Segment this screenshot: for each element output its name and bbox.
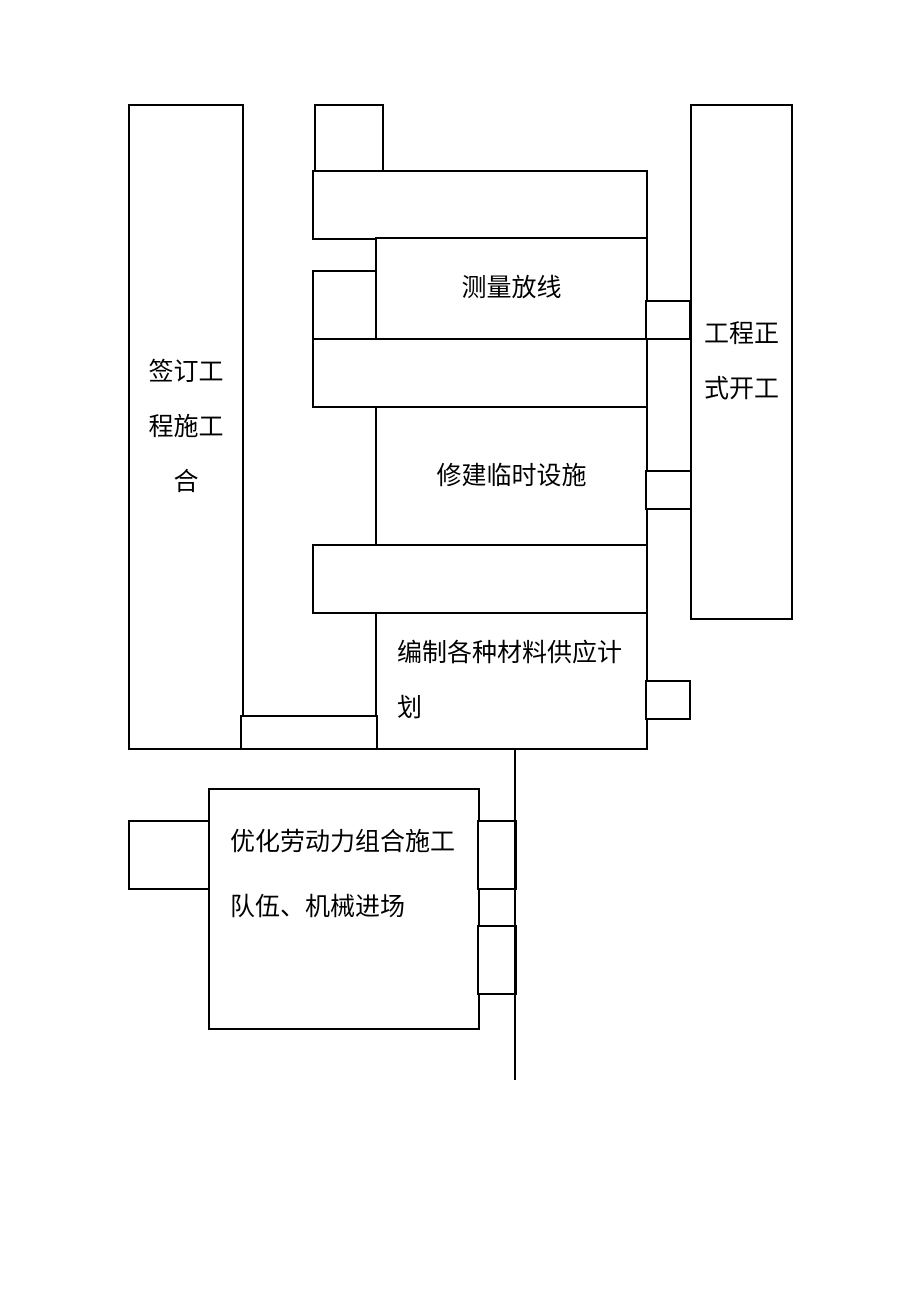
node-project-start: 工程正式开工 <box>690 104 793 620</box>
line-vertical-bottom <box>514 750 516 1080</box>
connector-labor-left <box>128 820 210 890</box>
label-project-start: 工程正式开工 <box>700 307 783 417</box>
label-survey: 测量放线 <box>461 261 561 316</box>
node-labor-optimize: 优化劳动力组合施工队伍、机械进场 <box>208 788 480 1030</box>
connector-bar-3 <box>312 544 648 614</box>
connector-survey-right <box>645 300 691 340</box>
node-build-temp: 修建临时设施 <box>375 406 648 546</box>
label-labor-optimize: 优化劳动力组合施工队伍、机械进场 <box>230 810 468 940</box>
node-material-plan: 编制各种材料供应计划 <box>375 612 648 750</box>
connector-mat-left <box>240 715 378 750</box>
label-build-temp: 修建临时设施 <box>436 449 586 504</box>
connector-labor-right-1 <box>477 820 517 890</box>
connector-bar-1 <box>312 170 648 240</box>
connector-bar-2 <box>312 338 648 408</box>
label-sign-contract: 签订工程施工合 <box>138 345 234 510</box>
connector-labor-right-2 <box>477 925 517 995</box>
node-sign-contract: 签订工程施工合 <box>128 104 244 750</box>
connector-mat-right <box>645 680 691 720</box>
node-survey: 测量放线 <box>375 237 648 340</box>
connector-survey-left <box>312 270 377 340</box>
label-material-plan: 编制各种材料供应计划 <box>397 626 626 736</box>
connector-small-top <box>314 104 384 174</box>
